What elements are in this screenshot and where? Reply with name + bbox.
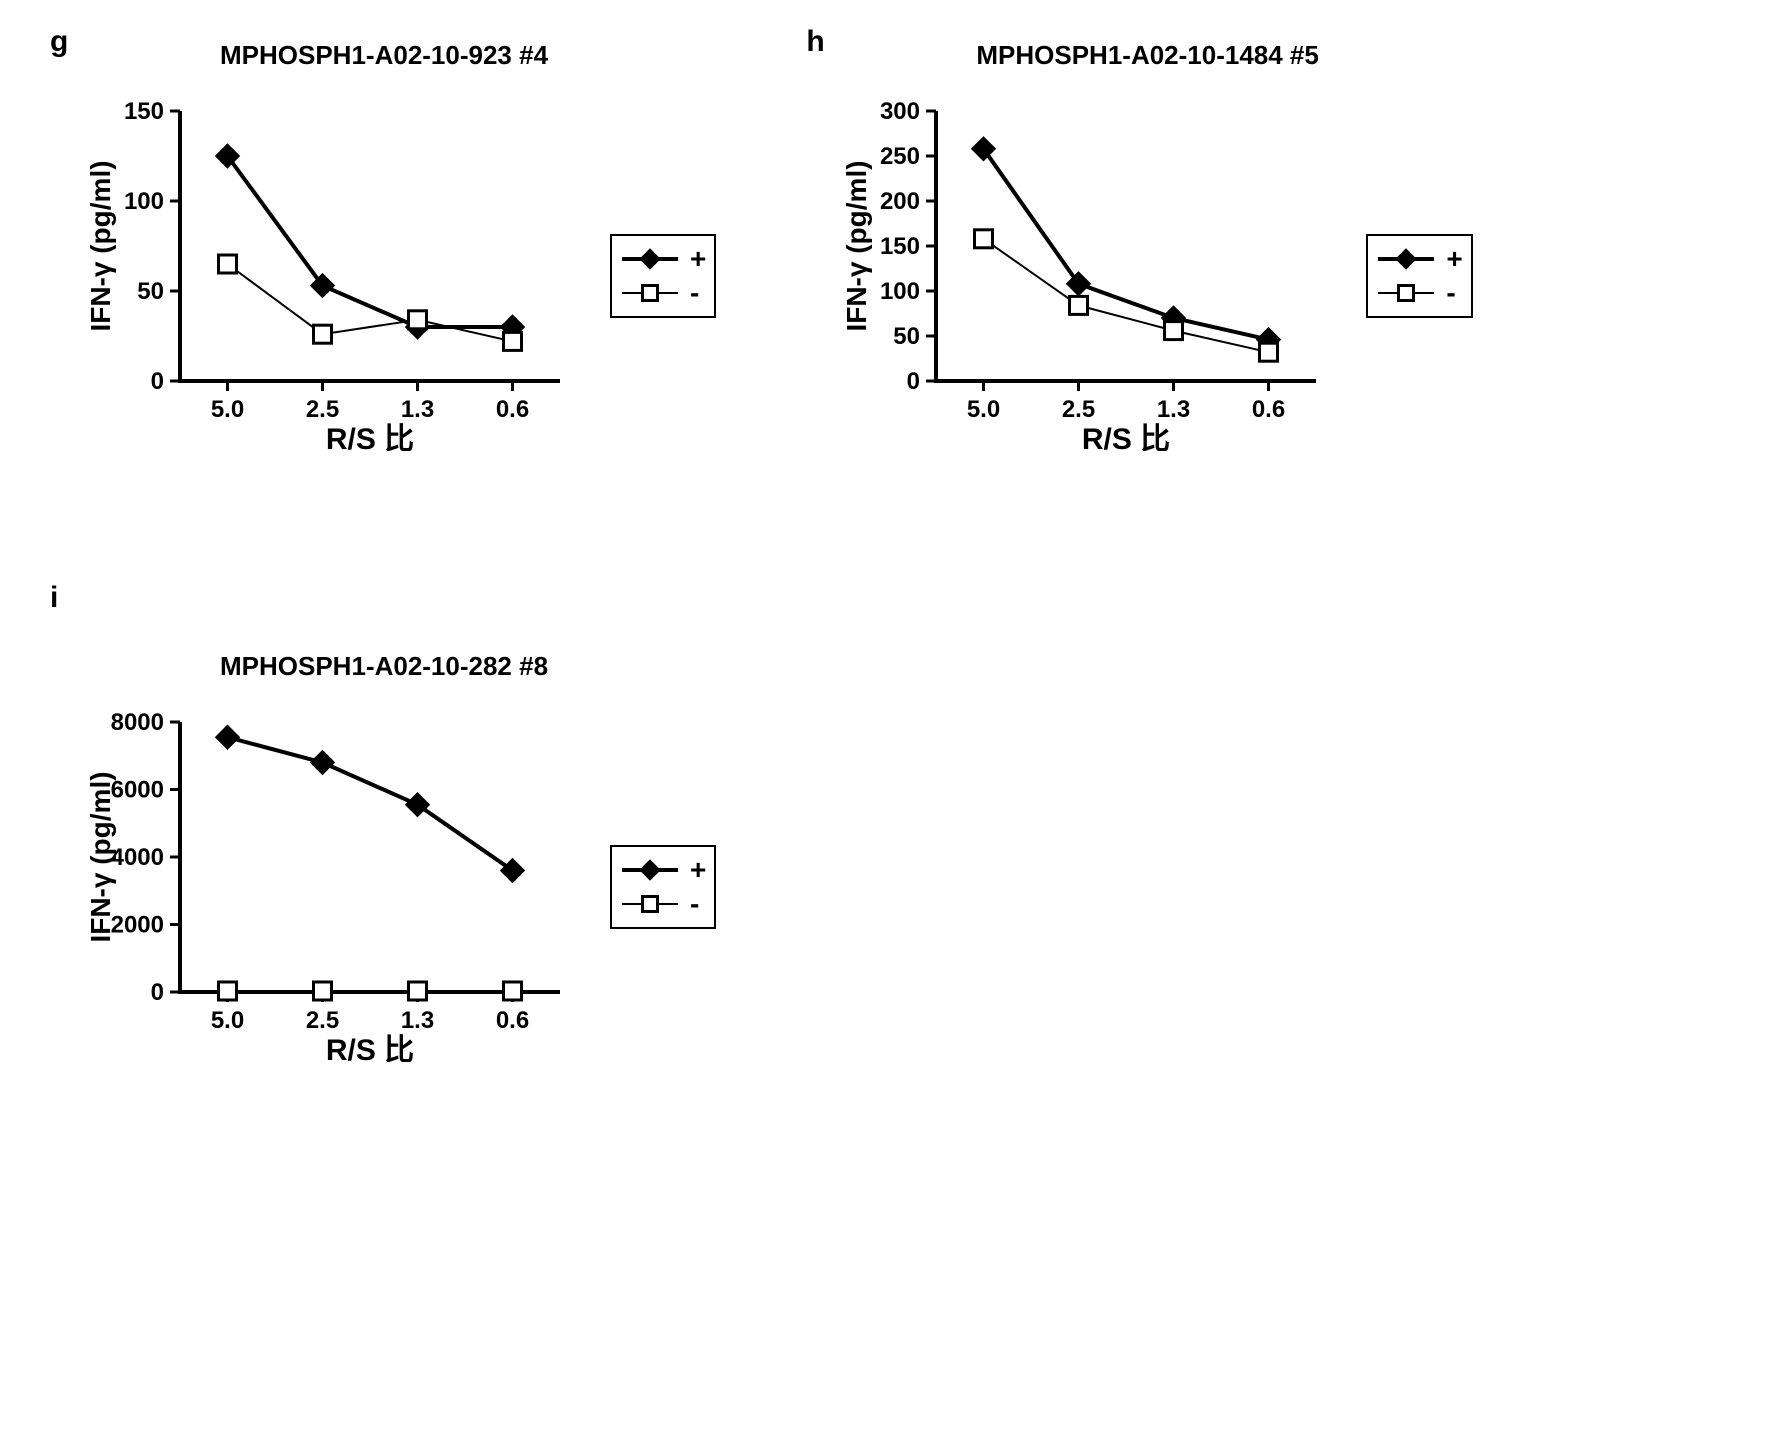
svg-text:2.5: 2.5 [306, 1007, 339, 1034]
legend-row: + [620, 242, 706, 276]
panel-g-title: MPHOSPH1-A02-10-923 #4 [220, 40, 716, 71]
legend-symbol: - [690, 277, 699, 309]
svg-text:0: 0 [151, 979, 164, 1006]
svg-text:300: 300 [880, 101, 920, 125]
legend-row: + [620, 853, 706, 887]
svg-text:IFN-γ (pg/ml): IFN-γ (pg/ml) [841, 160, 872, 331]
svg-text:6000: 6000 [111, 777, 164, 804]
svg-text:1.3: 1.3 [1157, 396, 1190, 423]
panel-g-legend: +- [610, 234, 716, 318]
svg-text:100: 100 [880, 278, 920, 305]
svg-text:5.0: 5.0 [967, 396, 1000, 423]
svg-text:R/S 比: R/S 比 [326, 423, 414, 451]
svg-text:4000: 4000 [111, 844, 164, 871]
svg-text:200: 200 [880, 188, 920, 215]
svg-text:100: 100 [124, 188, 164, 215]
legend-row: - [620, 887, 706, 921]
svg-text:5.0: 5.0 [211, 1007, 244, 1034]
panel-i-legend: +- [610, 845, 716, 929]
svg-text:0.6: 0.6 [1252, 396, 1285, 423]
svg-text:R/S 比: R/S 比 [326, 1034, 414, 1062]
panel-h: h MPHOSPH1-A02-10-1484 #5 05010015020025… [836, 40, 1472, 451]
legend-row: - [620, 276, 706, 310]
svg-text:0.6: 0.6 [496, 1007, 529, 1034]
legend-symbol: + [690, 854, 706, 886]
svg-text:2.5: 2.5 [306, 396, 339, 423]
legend-symbol: + [1446, 243, 1462, 275]
panel-i: i MPHOSPH1-A02-10-282 #8 020004000600080… [80, 651, 716, 1062]
svg-text:150: 150 [124, 101, 164, 125]
row-1: g MPHOSPH1-A02-10-923 #4 0501001505.02.5… [40, 40, 1744, 451]
panel-i-chart-area: 0 2000 4000 6000 8000 5.0 2.5 1.3 0.6 IFN-γ (pg/m… [80, 712, 716, 1062]
svg-text:0: 0 [151, 368, 164, 395]
svg-text:R/S 比: R/S 比 [1082, 423, 1170, 451]
svg-text:0.6: 0.6 [496, 396, 529, 423]
svg-text:1.3: 1.3 [401, 396, 434, 423]
panel-i-chart: 0 2000 4000 6000 8000 5.0 2.5 1.3 0.6 IFN-γ (pg/m… [80, 712, 580, 1062]
svg-text:IFN-γ (pg/ml): IFN-γ (pg/ml) [85, 160, 116, 331]
panel-g-chart: 0 50 100 150 5.0 2.5 1.3 0.6 IFN-γ (pg/ml) R/S 比 [80, 101, 580, 451]
panel-g-chart-area: 0501001505.02.51.30.6IFN-γ (pg/ml)R/S 比 … [80, 101, 716, 451]
legend-symbol: + [690, 243, 706, 275]
svg-text:2000: 2000 [111, 912, 164, 939]
panel-i-label: i [50, 581, 58, 615]
svg-text:0: 0 [907, 368, 920, 395]
panel-i-title: MPHOSPH1-A02-10-282 #8 [220, 651, 716, 682]
panel-h-title: MPHOSPH1-A02-10-1484 #5 [976, 40, 1472, 71]
panel-h-label: h [806, 25, 824, 59]
legend-symbol: - [690, 888, 699, 920]
panel-g-label: g [50, 25, 68, 59]
svg-text:1.3: 1.3 [401, 1007, 434, 1034]
panel-h-legend: +- [1366, 234, 1472, 318]
panel-h-chart: 0 50 100 150 200 250 300 5.0 2.5 1.3 0.6 IFN-γ (pg/… [836, 101, 1336, 451]
legend-row: - [1376, 276, 1462, 310]
svg-text:50: 50 [137, 278, 164, 305]
svg-text:8000: 8000 [111, 712, 164, 736]
svg-text:5.0: 5.0 [211, 396, 244, 423]
legend-symbol: - [1446, 277, 1455, 309]
row-2: i MPHOSPH1-A02-10-282 #8 020004000600080… [40, 611, 1744, 1062]
svg-text:IFN-γ (pg/ml): IFN-γ (pg/ml) [85, 771, 116, 942]
panel-g: g MPHOSPH1-A02-10-923 #4 0501001505.02.5… [80, 40, 716, 451]
legend-row: + [1376, 242, 1462, 276]
panel-h-chart-area: 0 50 100 150 200 250 300 5.0 2.5 1.3 0.6 IFN-γ (pg/… [836, 101, 1472, 451]
svg-text:50: 50 [894, 323, 921, 350]
svg-text:150: 150 [880, 233, 920, 260]
svg-text:250: 250 [880, 143, 920, 170]
svg-text:2.5: 2.5 [1062, 396, 1095, 423]
